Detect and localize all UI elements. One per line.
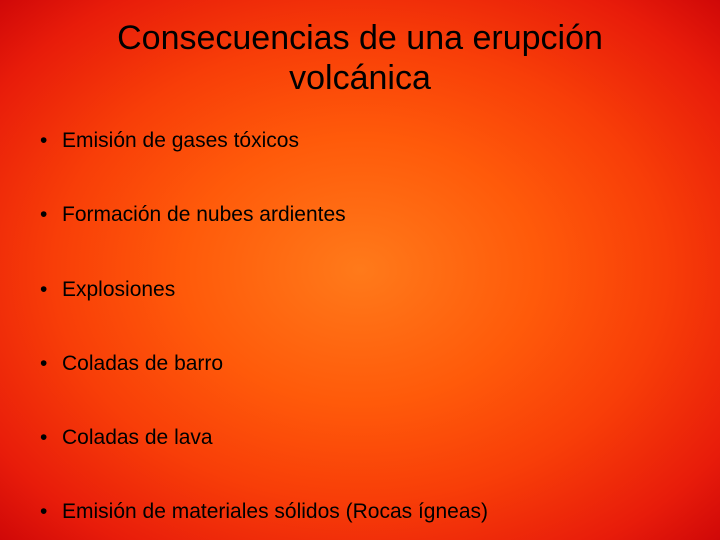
- list-item: Emisión de gases tóxicos: [36, 128, 692, 153]
- list-item: Formación de nubes ardientes: [36, 202, 692, 227]
- slide-title: Consecuencias de una erupción volcánica: [28, 18, 692, 98]
- list-item: Explosiones: [36, 277, 692, 302]
- list-item: Coladas de lava: [36, 425, 692, 450]
- slide: Consecuencias de una erupción volcánica …: [0, 0, 720, 540]
- bullet-list: Emisión de gases tóxicos Formación de nu…: [28, 128, 692, 524]
- list-item: Coladas de barro: [36, 351, 692, 376]
- list-item: Emisión de materiales sólidos (Rocas ígn…: [36, 499, 692, 524]
